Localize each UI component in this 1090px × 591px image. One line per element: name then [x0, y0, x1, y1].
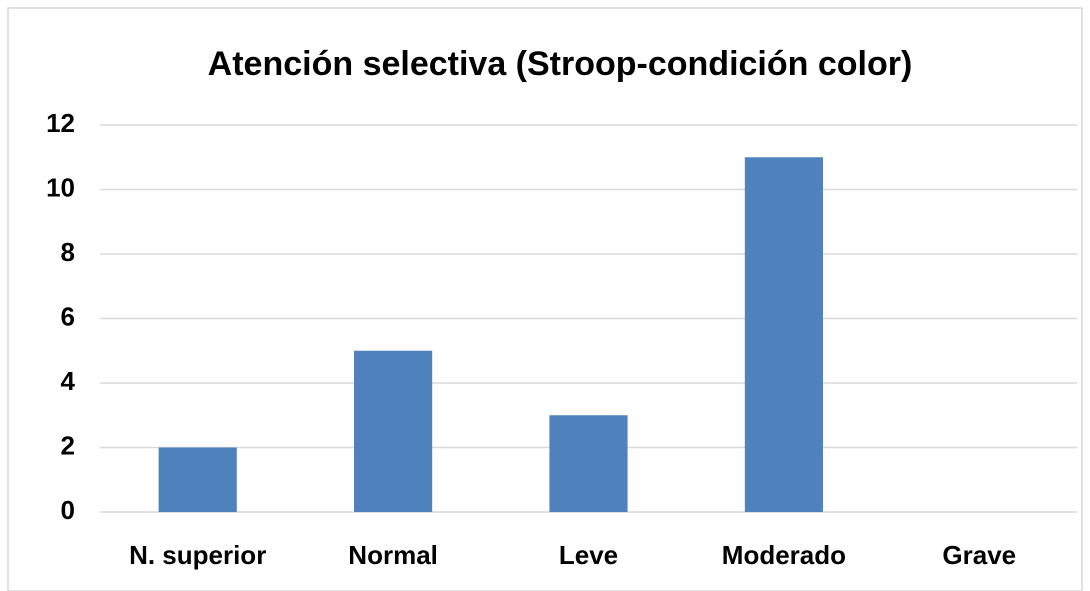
- x-tick-label: N. superior: [129, 540, 266, 570]
- x-tick-label: Grave: [942, 540, 1016, 570]
- x-tick-label: Leve: [559, 540, 618, 570]
- x-tick-label: Normal: [348, 540, 438, 570]
- bar: [549, 415, 628, 512]
- y-tick-label: 6: [61, 301, 75, 331]
- bar: [158, 447, 237, 512]
- y-tick-label: 4: [61, 366, 76, 396]
- y-tick-label: 10: [46, 172, 75, 202]
- y-tick-label: 0: [61, 495, 75, 525]
- bar: [744, 157, 823, 512]
- chart-title: Atención selectiva (Stroop-condición col…: [208, 45, 913, 83]
- y-tick-label: 8: [61, 237, 75, 267]
- y-tick-label: 2: [61, 430, 75, 460]
- x-tick-label: Moderado: [722, 540, 846, 570]
- y-tick-label: 12: [46, 108, 75, 138]
- bar: [354, 350, 433, 512]
